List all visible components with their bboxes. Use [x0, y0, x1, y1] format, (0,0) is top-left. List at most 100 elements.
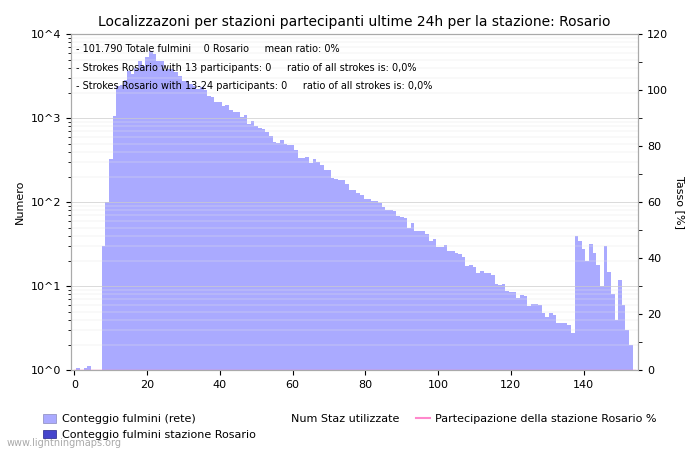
Bar — [386, 211, 389, 450]
Bar — [611, 294, 615, 450]
Bar — [189, 84, 192, 450]
Bar — [149, 51, 153, 450]
Bar — [436, 247, 440, 450]
Bar — [225, 105, 229, 450]
Bar — [123, 80, 127, 450]
Bar — [454, 253, 458, 450]
Bar — [171, 69, 174, 450]
Bar — [371, 201, 374, 450]
Bar — [178, 76, 182, 450]
Bar — [218, 102, 222, 450]
Bar — [571, 333, 575, 450]
Bar — [545, 316, 549, 450]
Bar — [553, 315, 556, 450]
Bar — [582, 249, 585, 450]
Bar — [113, 116, 116, 450]
Bar — [400, 217, 404, 450]
Bar — [276, 143, 280, 450]
Bar — [331, 178, 335, 450]
Bar — [309, 163, 313, 450]
Bar — [76, 368, 80, 450]
Bar — [91, 370, 94, 450]
Bar — [138, 61, 141, 450]
Bar — [626, 330, 629, 450]
Bar — [335, 179, 338, 450]
Bar — [374, 201, 378, 450]
Bar — [287, 145, 290, 450]
Bar — [404, 218, 407, 450]
Bar — [120, 86, 123, 450]
Bar — [418, 231, 422, 450]
Bar — [567, 325, 571, 450]
Bar — [360, 195, 363, 450]
Bar — [556, 323, 560, 450]
Bar — [229, 110, 232, 450]
Bar — [396, 216, 400, 450]
Bar — [164, 70, 167, 450]
Bar — [527, 306, 531, 450]
Bar — [302, 158, 305, 450]
Bar — [429, 242, 433, 450]
Bar — [232, 112, 237, 450]
Bar — [426, 234, 429, 450]
Bar — [368, 199, 371, 450]
Bar — [345, 184, 349, 450]
Bar — [502, 284, 505, 450]
Bar — [589, 244, 593, 450]
Bar — [578, 241, 582, 450]
Bar — [615, 320, 618, 450]
Bar — [462, 257, 466, 450]
Text: - Strokes Rosario with 13-24 participants: 0     ratio of all strokes is: 0,0%: - Strokes Rosario with 13-24 participant… — [76, 81, 433, 91]
Bar — [146, 57, 149, 450]
Bar — [127, 71, 131, 450]
Bar — [469, 265, 472, 450]
Bar — [407, 229, 411, 450]
Bar — [167, 69, 171, 450]
Bar — [389, 210, 393, 450]
Bar — [393, 212, 396, 450]
Bar — [272, 142, 276, 450]
Bar — [538, 305, 542, 450]
Bar — [200, 87, 204, 450]
Bar — [182, 81, 186, 450]
Bar — [237, 112, 240, 450]
Y-axis label: Tasso [%]: Tasso [%] — [675, 176, 685, 229]
Bar — [440, 247, 444, 450]
Bar — [466, 266, 469, 450]
Text: - Strokes Rosario with 13 participants: 0     ratio of all strokes is: 0,0%: - Strokes Rosario with 13 participants: … — [76, 63, 417, 73]
Bar — [186, 81, 189, 450]
Bar — [447, 251, 451, 450]
Bar — [585, 261, 589, 450]
Bar — [451, 252, 454, 450]
Bar — [131, 74, 134, 450]
Bar — [349, 190, 353, 450]
Bar — [509, 292, 512, 450]
Bar — [356, 193, 360, 450]
Bar — [193, 86, 196, 450]
Bar — [240, 117, 244, 450]
Bar — [535, 304, 538, 450]
Bar — [549, 313, 553, 450]
Bar — [156, 62, 160, 450]
Bar — [284, 144, 287, 450]
Bar — [629, 345, 633, 450]
Bar — [316, 162, 320, 450]
Bar — [196, 89, 200, 450]
Bar — [512, 292, 517, 450]
Bar — [247, 124, 251, 450]
Bar — [160, 61, 164, 450]
Bar — [269, 135, 272, 450]
Bar — [531, 304, 535, 450]
Title: Localizzazoni per stazioni partecipanti ultime 24h per la stazione: Rosario: Localizzazoni per stazioni partecipanti … — [98, 15, 610, 29]
Bar — [542, 313, 545, 450]
Bar — [524, 297, 527, 450]
Bar — [338, 180, 342, 450]
Bar — [487, 273, 491, 450]
Bar — [520, 295, 524, 450]
Bar — [73, 370, 76, 450]
Bar — [295, 150, 298, 450]
Bar — [98, 370, 102, 450]
Bar — [80, 370, 83, 450]
Bar — [251, 121, 255, 450]
Bar — [211, 96, 214, 450]
